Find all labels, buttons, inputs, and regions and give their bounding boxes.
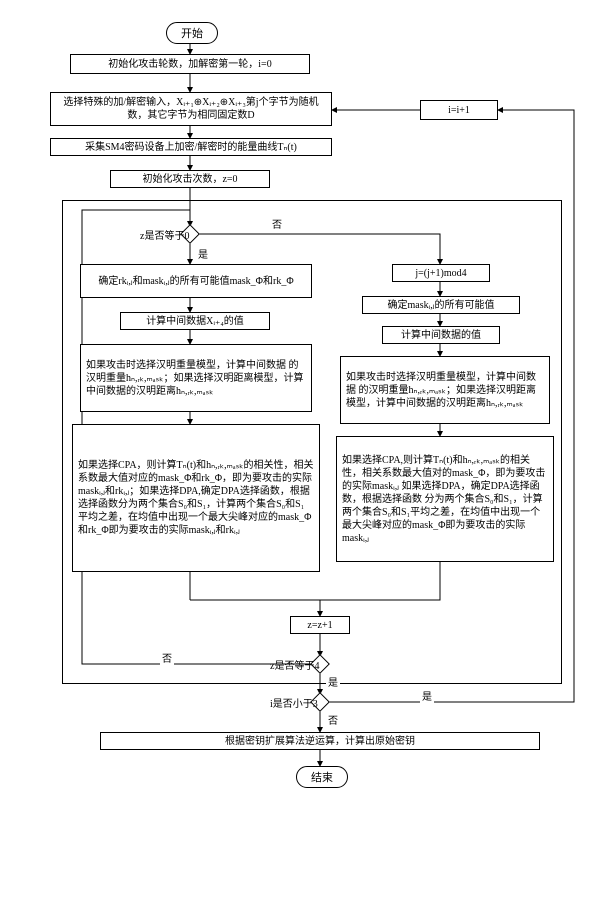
init-attack-box: 初始化攻击次数，z=0 xyxy=(110,170,270,188)
select-input-text: 选择特殊的加/解密输入，Xᵢ₊₁⊕Xᵢ₊₂⊕Xᵢ₊₃第j个字节为随机数，其它字节… xyxy=(56,96,326,122)
inverse-text: 根据密钥扩展算法逆运算，计算出原始密钥 xyxy=(225,735,415,748)
flowchart-container: 开始 初始化攻击轮数，加解密第一轮，i=0 选择特殊的加/解密输入，Xᵢ₊₁⊕X… xyxy=(20,20,594,887)
init-attack-text: 初始化攻击次数，z=0 xyxy=(142,173,237,186)
z-inc-box: z=z+1 xyxy=(290,616,350,634)
calc-mid-x-text: 计算中间数据Xᵢ₊₄的值 xyxy=(146,315,244,328)
init-round-text: 初始化攻击轮数，加解密第一轮，i=0 xyxy=(108,58,271,71)
i-inc-box: i=i+1 xyxy=(420,100,498,120)
j-inc-box: j=(j+1)mod4 xyxy=(392,264,490,282)
det-rk-mask-box: 确定rkᵢ,ⱼ和maskᵢ,ⱼ的所有可能值mask_Φ和rk_Φ xyxy=(80,264,312,298)
hamming-right-text: 如果攻击时选择汉明重量模型，计算中间数据 的汉明重量hₙ,ᵣₖ,ₘₐₛₖ；如果选… xyxy=(346,371,544,410)
collect-box: 采集SM4密码设备上加密/解密时的能量曲线Tₙ(t) xyxy=(50,138,332,156)
z4-yes-label: 是 xyxy=(326,674,340,689)
collect-text: 采集SM4密码设备上加密/解密时的能量曲线Tₙ(t) xyxy=(85,141,297,154)
end-terminal: 结束 xyxy=(296,766,348,788)
start-terminal: 开始 xyxy=(166,22,218,44)
start-label: 开始 xyxy=(181,28,203,40)
cpa-dpa-right-text: 如果选择CPA,则计算Tₙ(t)和hₙ,ᵣₖ,ₘₐₛₖ的相关性，相关系数最大值对… xyxy=(342,454,548,545)
det-mask-right-text: 确定maskᵢ,ⱼ的所有可能值 xyxy=(388,299,495,312)
cpa-dpa-right-box: 如果选择CPA,则计算Tₙ(t)和hₙ,ᵣₖ,ₘₐₛₖ的相关性，相关系数最大值对… xyxy=(336,436,554,562)
j-inc-text: j=(j+1)mod4 xyxy=(415,267,466,280)
calc-mid-right-text: 计算中间数据的值 xyxy=(401,329,481,342)
i3-no-label: 否 xyxy=(326,712,340,727)
z-inc-text: z=z+1 xyxy=(307,619,332,632)
cpa-dpa-left-box: 如果选择CPA，则计算Tₙ(t)和hₙ,ᵣₖ,ₘₐₛₖ的相关性，相关系数最大值对… xyxy=(72,424,320,572)
calc-mid-right-box: 计算中间数据的值 xyxy=(382,326,500,344)
end-label: 结束 xyxy=(311,772,333,784)
z4-no-label: 否 xyxy=(160,650,174,665)
z-eq-0-label: z是否等于0 xyxy=(140,227,189,242)
select-input-box: 选择特殊的加/解密输入，Xᵢ₊₁⊕Xᵢ₊₂⊕Xᵢ₊₃第j个字节为随机数，其它字节… xyxy=(50,92,332,126)
cpa-dpa-left-text: 如果选择CPA，则计算Tₙ(t)和hₙ,ᵣₖ,ₘₐₛₖ的相关性，相关系数最大值对… xyxy=(78,459,314,537)
i3-yes-label: 是 xyxy=(420,688,434,703)
init-round-box: 初始化攻击轮数，加解密第一轮，i=0 xyxy=(70,54,310,74)
calc-mid-x-box: 计算中间数据Xᵢ₊₄的值 xyxy=(120,312,270,330)
i-lt-3-label: i是否小于3 xyxy=(270,695,318,710)
hamming-left-text: 如果攻击时选择汉明重量模型，计算中间数据 的汉明重量hₙ,ᵣₖ,ₘₐₛₖ；如果选… xyxy=(86,359,306,398)
det-rk-mask-text: 确定rkᵢ,ⱼ和maskᵢ,ⱼ的所有可能值mask_Φ和rk_Φ xyxy=(98,275,293,288)
z-eq-4-label: z是否等于4 xyxy=(270,657,319,672)
hamming-left-box: 如果攻击时选择汉明重量模型，计算中间数据 的汉明重量hₙ,ᵣₖ,ₘₐₛₖ；如果选… xyxy=(80,344,312,412)
det-mask-right-box: 确定maskᵢ,ⱼ的所有可能值 xyxy=(362,296,520,314)
hamming-right-box: 如果攻击时选择汉明重量模型，计算中间数据 的汉明重量hₙ,ᵣₖ,ₘₐₛₖ；如果选… xyxy=(340,356,550,424)
z0-no-label: 否 xyxy=(270,216,284,231)
inverse-box: 根据密钥扩展算法逆运算，计算出原始密钥 xyxy=(100,732,540,750)
z0-yes-label: 是 xyxy=(196,246,210,261)
i-inc-text: i=i+1 xyxy=(448,104,470,117)
